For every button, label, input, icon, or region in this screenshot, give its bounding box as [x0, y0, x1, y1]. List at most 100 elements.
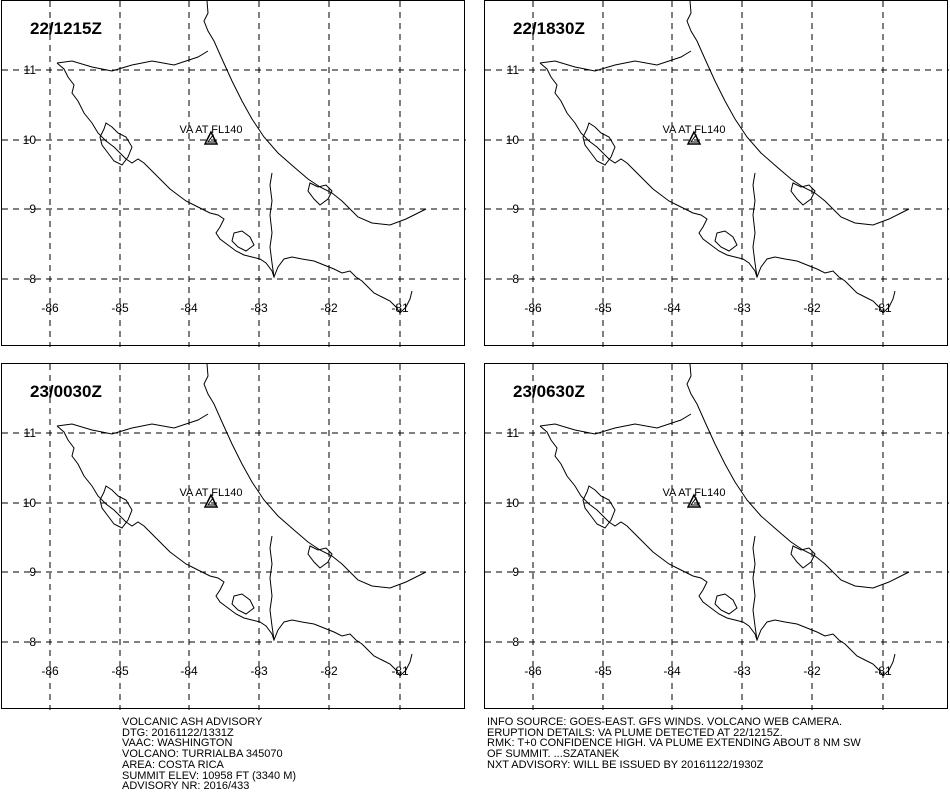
- lon-tick-label: -82: [320, 301, 338, 315]
- panama-border: [752, 535, 758, 641]
- advisory-eruption-details: ERUPTION DETAILS: VA PLUME DETECTED AT 2…: [487, 726, 783, 739]
- lon-tick-label: -83: [250, 301, 268, 315]
- advisory-remark-cont: OF SUMMIT. ...SZATANEK: [487, 748, 620, 761]
- lon-tick-label: -82: [803, 664, 821, 678]
- lon-tick-label: -86: [524, 664, 542, 678]
- caribbean-coastline: [686, 1, 910, 226]
- nicaragua-border: [56, 50, 209, 72]
- caribbean-coastline: [203, 364, 427, 589]
- laguna-outline: [790, 545, 816, 569]
- pacific-coastline: [56, 425, 413, 677]
- nicaragua-border: [56, 413, 209, 435]
- lat-tick-label: 8: [29, 635, 36, 649]
- advisory-info-source: INFO SOURCE: GOES-EAST. GFS WINDS. VOLCA…: [487, 716, 843, 728]
- lon-tick-label: -83: [733, 664, 751, 678]
- coastline-map-2: -86 -85 -84 -83 -82 -81 11 10 9 8 VA AT FL140: [485, 1, 949, 347]
- lon-tick-label: -85: [594, 301, 612, 315]
- ash-plume-outline: [690, 496, 699, 506]
- nicoya-peninsula: [582, 485, 616, 529]
- nicaragua-border: [539, 413, 692, 435]
- panama-border: [752, 172, 758, 278]
- lon-tick-label: -81: [391, 301, 409, 315]
- map-panel-4: -86 -85 -84 -83 -82 -81 11 10 9 8 VA AT FL140 23/0…: [484, 363, 949, 710]
- lon-tick-label: -82: [803, 301, 821, 315]
- nicoya-peninsula: [582, 122, 616, 166]
- caribbean-coastline: [203, 1, 427, 226]
- nicoya-peninsula: [99, 122, 133, 166]
- panel-time-4: 23/0630Z: [513, 382, 585, 401]
- advisory-area: AREA: COSTA RICA: [122, 758, 224, 771]
- lat-tick-label: 10: [23, 133, 37, 147]
- lon-tick-label: -85: [594, 664, 612, 678]
- panama-border: [269, 172, 275, 278]
- caribbean-coastline: [686, 364, 910, 589]
- va-annotation: VA AT FL140: [180, 124, 243, 136]
- lon-tick-label: -84: [180, 664, 198, 678]
- map-panel-2: -86 -85 -84 -83 -82 -81 11 10 9 8 VA AT FL140 22/1…: [484, 0, 949, 347]
- advisory-dtg: DTG: 20161122/1331Z: [122, 726, 234, 739]
- lon-tick-label: -86: [524, 301, 542, 315]
- lat-tick-label: 9: [512, 202, 519, 216]
- ash-plume-outline: [207, 496, 216, 506]
- advisory-summit-elev: SUMMIT ELEV: 10958 FT (3340 M): [122, 769, 297, 782]
- gulf-island: [714, 593, 738, 615]
- lat-tick-label: 8: [512, 635, 519, 649]
- coastline-map-4: -86 -85 -84 -83 -82 -81 11 10 9 8 VA AT FL140: [485, 364, 949, 710]
- laguna-outline: [790, 182, 816, 206]
- advisory-volcano: VOLCANO: TURRIALBA 345070: [122, 748, 283, 761]
- lat-tick-label: 9: [29, 565, 36, 579]
- gulf-island: [714, 230, 738, 252]
- gulf-island: [231, 593, 255, 615]
- lat-tick-label: 10: [23, 496, 37, 510]
- pacific-coastline: [539, 62, 896, 314]
- lat-tick-label: 10: [506, 133, 520, 147]
- lon-tick-label: -81: [874, 664, 892, 678]
- va-annotation: VA AT FL140: [663, 124, 726, 136]
- lat-tick-label: 11: [24, 63, 37, 77]
- panama-border: [269, 535, 275, 641]
- pacific-coastline: [56, 62, 413, 314]
- lon-tick-label: -85: [111, 301, 129, 315]
- advisory-number: ADVISORY NR: 2016/433: [122, 780, 250, 793]
- panel-time-1: 22/1215Z: [30, 19, 102, 38]
- ash-plume-outline: [690, 133, 699, 143]
- advisory-header-block: VOLCANIC ASH ADVISORY DTG: 20161122/1331…: [122, 717, 296, 792]
- advisory-remark: RMK: T+0 CONFIDENCE HIGH. VA PLUME EXTEN…: [487, 737, 861, 750]
- lon-tick-label: -81: [874, 301, 892, 315]
- lat-tick-label: 9: [29, 202, 36, 216]
- lat-tick-label: 8: [29, 272, 36, 286]
- lon-tick-label: -86: [41, 301, 59, 315]
- map-panel-1: -86 -85 -84 -83 -82 -81 11 10 9 8 VA AT FL140 22/1…: [1, 0, 466, 347]
- advisory-details-block: INFO SOURCE: GOES-EAST. GFS WINDS. VOLCA…: [487, 717, 861, 771]
- panel-time-2: 22/1830Z: [513, 19, 585, 38]
- coastline-map-3: -86 -85 -84 -83 -82 -81 11 10 9 8 VA AT FL140: [2, 364, 466, 710]
- lon-tick-label: -84: [663, 664, 681, 678]
- advisory-vaac: VAAC: WASHINGTON: [122, 737, 233, 750]
- lon-tick-label: -85: [111, 664, 129, 678]
- nicoya-peninsula: [99, 485, 133, 529]
- lat-tick-label: 10: [506, 496, 520, 510]
- lon-tick-label: -86: [41, 664, 59, 678]
- lon-tick-label: -81: [391, 664, 409, 678]
- advisory-title: VOLCANIC ASH ADVISORY: [122, 716, 263, 728]
- lon-tick-label: -82: [320, 664, 338, 678]
- advisory-next: NXT ADVISORY: WILL BE ISSUED BY 20161122…: [487, 758, 764, 771]
- lat-tick-label: 11: [507, 426, 520, 440]
- panel-time-3: 23/0030Z: [30, 382, 102, 401]
- lat-tick-label: 11: [24, 426, 37, 440]
- coastline-map-1: -86 -85 -84 -83 -82 -81 11 10 9 8 VA AT FL140: [2, 1, 466, 347]
- va-annotation: VA AT FL140: [663, 487, 726, 499]
- laguna-outline: [307, 182, 333, 206]
- lon-tick-label: -84: [180, 301, 198, 315]
- pacific-coastline: [539, 425, 896, 677]
- lon-tick-label: -83: [250, 664, 268, 678]
- lat-tick-label: 9: [512, 565, 519, 579]
- nicaragua-border: [539, 50, 692, 72]
- va-annotation: VA AT FL140: [180, 487, 243, 499]
- lat-tick-label: 8: [512, 272, 519, 286]
- map-panel-3: -86 -85 -84 -83 -82 -81 11 10 9 8 VA AT FL140 23/0…: [1, 363, 466, 710]
- lat-tick-label: 11: [507, 63, 520, 77]
- ash-plume-outline: [207, 133, 216, 143]
- lon-tick-label: -83: [733, 301, 751, 315]
- laguna-outline: [307, 545, 333, 569]
